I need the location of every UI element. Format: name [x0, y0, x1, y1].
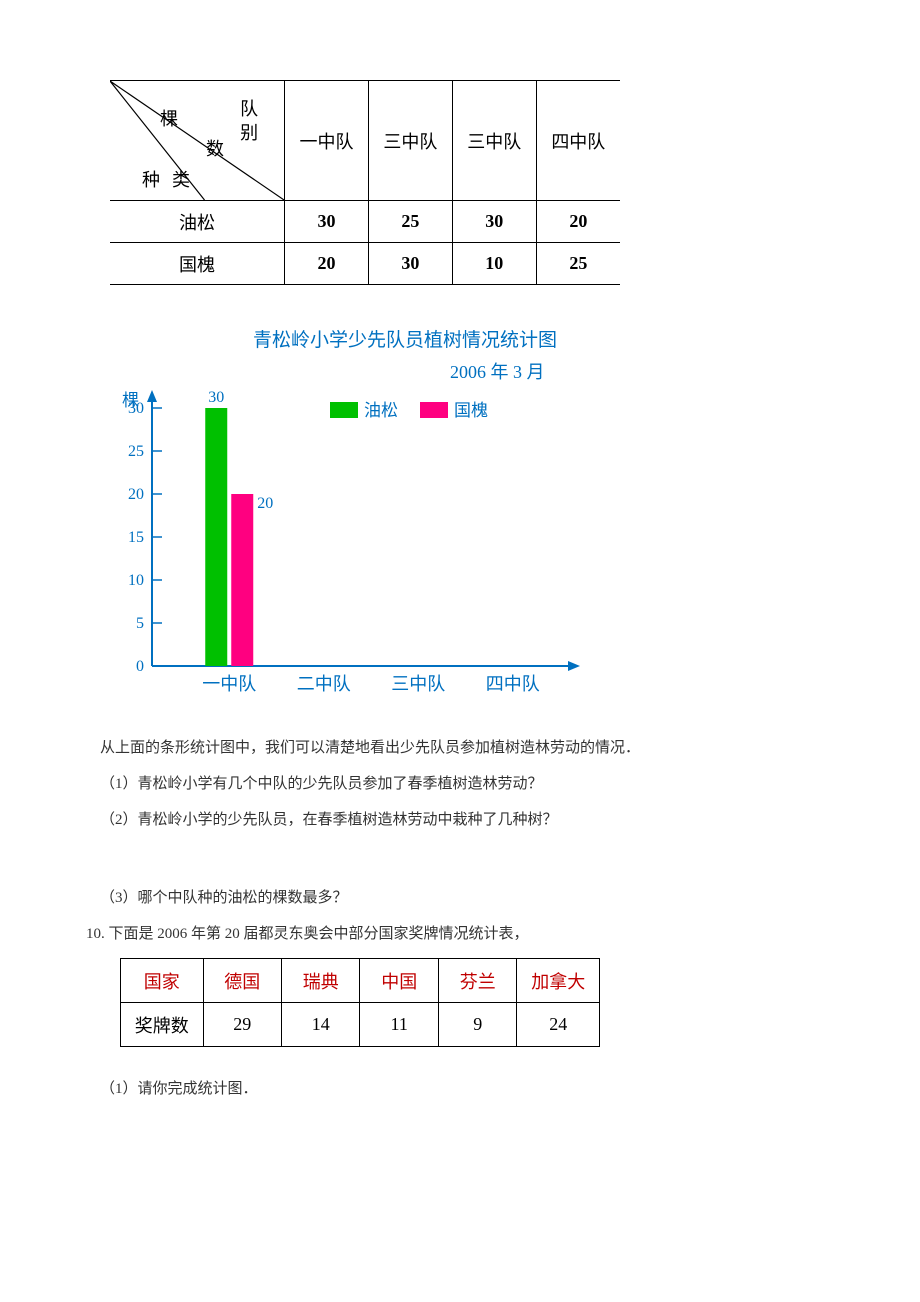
bar-chart: 青松岭小学少先队员植树情况统计图 2006 年 3 月 棵05101520253…: [110, 325, 820, 706]
chart-date: 2006 年 3 月: [450, 358, 820, 384]
row-label: 国槐: [110, 243, 285, 285]
diag-label: 种: [142, 166, 160, 192]
svg-text:二中队: 二中队: [297, 674, 351, 694]
row-label: 奖牌数: [121, 1003, 204, 1047]
tree-planting-table: 队 别 棵 数 种 类 一中队 三中队 三中队 四中队 油松 30 25 30 …: [110, 80, 620, 285]
diagonal-header-cell: 队 别 棵 数 种 类: [110, 81, 285, 201]
table-cell: 11: [360, 1003, 438, 1047]
chart-title: 青松岭小学少先队员植树情况统计图: [0, 325, 820, 352]
svg-text:0: 0: [136, 658, 144, 675]
table-cell: 30: [452, 201, 536, 243]
table-header: 芬兰: [438, 959, 516, 1003]
diag-label: 类: [172, 166, 190, 192]
svg-text:油松: 油松: [364, 401, 398, 420]
table-header: 德国: [203, 959, 281, 1003]
table-header: 四中队: [536, 81, 620, 201]
diag-label: 队: [240, 95, 258, 121]
row-label: 油松: [110, 201, 285, 243]
diag-label: 数: [206, 135, 224, 161]
table-header: 中国: [360, 959, 438, 1003]
svg-text:30: 30: [128, 400, 144, 417]
table-header: 瑞典: [282, 959, 360, 1003]
diag-label: 别: [240, 119, 258, 145]
table-header: 一中队: [285, 81, 369, 201]
svg-text:20: 20: [128, 486, 144, 503]
table-cell: 20: [285, 243, 369, 285]
svg-text:一中队: 一中队: [202, 674, 256, 694]
svg-text:20: 20: [257, 495, 273, 512]
table-header: 加拿大: [517, 959, 600, 1003]
table2-question-1: （1）请你完成统计图．: [100, 1077, 820, 1101]
svg-text:国槐: 国槐: [454, 401, 488, 420]
table-cell: 9: [438, 1003, 516, 1047]
svg-text:四中队: 四中队: [486, 674, 540, 694]
table-cell: 29: [203, 1003, 281, 1047]
diag-label: 棵: [160, 105, 178, 131]
intro-text: 从上面的条形统计图中，我们可以清楚地看出少先队员参加植树造林劳动的情况．: [100, 736, 820, 760]
svg-text:10: 10: [128, 572, 144, 589]
table-cell: 25: [368, 201, 452, 243]
chart-svg: 棵051015202530一中队二中队三中队四中队3020油松国槐: [110, 386, 590, 706]
table-cell: 20: [536, 201, 620, 243]
svg-text:15: 15: [128, 529, 144, 546]
table-header: 国家: [121, 959, 204, 1003]
table-cell: 25: [536, 243, 620, 285]
svg-text:30: 30: [208, 389, 224, 406]
table-cell: 30: [285, 201, 369, 243]
table-header: 三中队: [452, 81, 536, 201]
table-cell: 10: [452, 243, 536, 285]
question-1: （1）青松岭小学有几个中队的少先队员参加了春季植树造林劳动？: [100, 772, 820, 796]
question-2: （2）青松岭小学的少先队员，在春季植树造林劳动中栽种了几种树？: [100, 808, 820, 832]
svg-text:5: 5: [136, 615, 144, 632]
svg-text:三中队: 三中队: [391, 674, 445, 694]
question-3: （3）哪个中队种的油松的棵数最多？: [100, 886, 820, 910]
table-header: 三中队: [368, 81, 452, 201]
table-cell: 24: [517, 1003, 600, 1047]
table-cell: 30: [368, 243, 452, 285]
svg-text:25: 25: [128, 443, 144, 460]
medal-table: 国家 德国 瑞典 中国 芬兰 加拿大 奖牌数 29 14 11 9 24: [120, 958, 600, 1047]
problem-10: 10. 下面是 2006 年第 20 届都灵东奥会中部分国家奖牌情况统计表，: [86, 922, 820, 946]
table-cell: 14: [282, 1003, 360, 1047]
